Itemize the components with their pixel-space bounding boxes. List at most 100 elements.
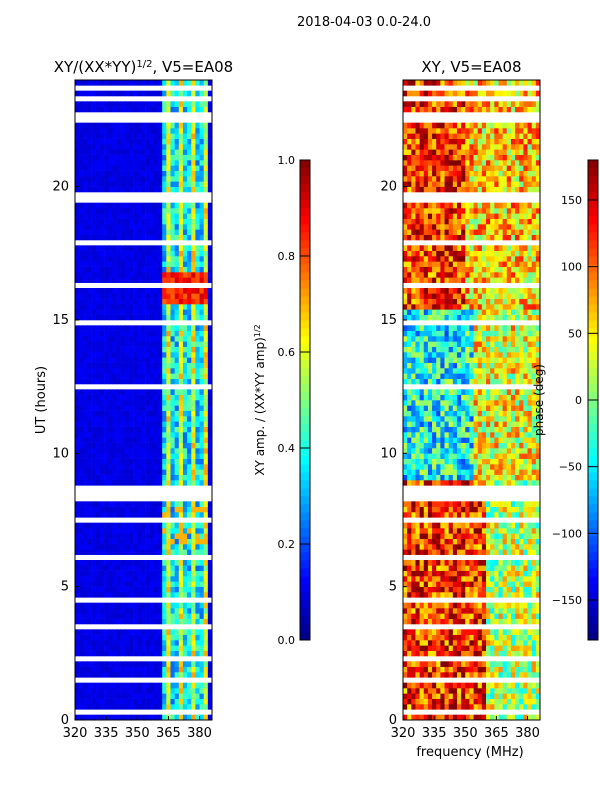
heatmap-cell — [141, 154, 146, 161]
heatmap-cell — [195, 389, 200, 395]
heatmap-cell — [145, 389, 151, 395]
heatmap-cell — [490, 549, 495, 555]
heatmap-cell — [510, 469, 516, 475]
heatmap-cell — [527, 528, 532, 534]
heatmap-cell — [128, 277, 134, 283]
heatmap-cell — [104, 314, 109, 321]
heatmap-cell — [178, 618, 184, 625]
heatmap-cell — [141, 682, 146, 689]
heatmap-cell — [531, 549, 537, 555]
heatmap-cell — [187, 314, 192, 321]
heatmap-cell — [116, 288, 121, 294]
heatmap-cell — [108, 202, 113, 209]
heatmap-cell — [191, 256, 196, 262]
heatmap-cell — [104, 160, 109, 166]
heatmap-cell — [403, 533, 408, 539]
heatmap-cell — [137, 410, 142, 417]
heatmap-cell — [178, 330, 184, 337]
heatmap-cell — [436, 688, 441, 694]
heatmap-cell — [174, 389, 180, 395]
heatmap-cell — [124, 426, 130, 433]
heatmap-cell — [444, 714, 449, 721]
heatmap-cell — [120, 213, 126, 219]
heatmap-cell — [448, 453, 454, 459]
heatmap-cell — [203, 645, 209, 651]
heatmap-cell — [75, 442, 80, 449]
heatmap-cell — [178, 304, 184, 310]
heatmap-cell — [153, 394, 159, 401]
heatmap-cell — [444, 592, 449, 598]
heatmap-cell — [104, 181, 109, 187]
heatmap-cell — [187, 474, 192, 481]
heatmap-cell — [99, 101, 105, 107]
heatmap-cell — [162, 298, 167, 305]
heatmap-cell — [162, 570, 167, 577]
heatmap-cell — [187, 154, 192, 161]
heatmap-cell — [108, 528, 113, 534]
heatmap-cell — [191, 149, 196, 155]
heatmap-cell — [141, 101, 146, 107]
heatmap-cell — [158, 416, 163, 422]
heatmap-cell — [120, 90, 126, 97]
heatmap-cell — [153, 101, 159, 107]
heatmap-cell — [124, 666, 130, 673]
heatmap-cell — [481, 506, 487, 513]
heatmap-cell — [87, 672, 92, 678]
heatmap-cell — [95, 629, 101, 635]
heatmap-cell — [153, 405, 159, 411]
heatmap-cell — [465, 512, 470, 518]
heatmap-cell — [137, 144, 142, 150]
heatmap-cell — [153, 293, 159, 299]
heatmap-cell — [141, 149, 146, 155]
heatmap-cell — [91, 704, 97, 710]
heatmap-cell — [83, 533, 88, 539]
heatmap-cell — [120, 688, 126, 694]
heatmap-cell — [91, 170, 97, 177]
heatmap-cell — [170, 298, 175, 305]
heatmap-cell — [473, 629, 479, 635]
heatmap-cell — [75, 176, 80, 182]
heatmap-cell — [444, 453, 449, 459]
heatmap-cell — [174, 672, 180, 678]
heatmap-cell — [79, 613, 84, 619]
heatmap-cell — [473, 698, 479, 705]
heatmap-cell — [153, 538, 159, 545]
heatmap-cell — [477, 570, 483, 577]
heatmap-cell — [195, 272, 200, 278]
heatmap-cell — [149, 714, 155, 721]
heatmap-cell — [153, 133, 159, 139]
heatmap-cell — [427, 672, 433, 678]
heatmap-cell — [432, 506, 437, 513]
heatmap-cell — [195, 165, 200, 171]
heatmap-cell — [128, 106, 134, 113]
heatmap-cell — [145, 645, 151, 651]
heatmap-cell — [145, 602, 151, 609]
heatmap-cell — [137, 149, 142, 155]
heatmap-cell — [199, 426, 204, 433]
heatmap-cell — [120, 245, 126, 251]
heatmap-cell — [149, 480, 155, 486]
heatmap-cell — [91, 128, 97, 134]
heatmap-cell — [182, 458, 188, 465]
heatmap-cell — [494, 704, 499, 710]
heatmap-cell — [427, 549, 433, 555]
heatmap-cell — [178, 688, 184, 694]
heatmap-cell — [166, 208, 171, 214]
heatmap-cell — [170, 122, 175, 129]
heatmap-cell — [465, 618, 470, 625]
heatmap-cell — [452, 512, 458, 518]
heatmap-cell — [494, 480, 499, 486]
heatmap-cell — [145, 90, 151, 97]
colorbar-tick-label: 0.6 — [278, 346, 296, 359]
heatmap-cell — [128, 208, 134, 214]
heatmap-cell — [99, 234, 105, 241]
heatmap-cell — [124, 352, 130, 358]
heatmap-cell — [519, 416, 524, 422]
colorbar-tick-label: 0.2 — [278, 538, 296, 551]
heatmap-cell — [145, 538, 151, 545]
heatmap-cell — [207, 368, 213, 374]
heatmap-cell — [199, 453, 204, 459]
heatmap-cell — [531, 629, 537, 635]
heatmap-cell — [116, 165, 121, 171]
heatmap-cell — [481, 634, 487, 641]
